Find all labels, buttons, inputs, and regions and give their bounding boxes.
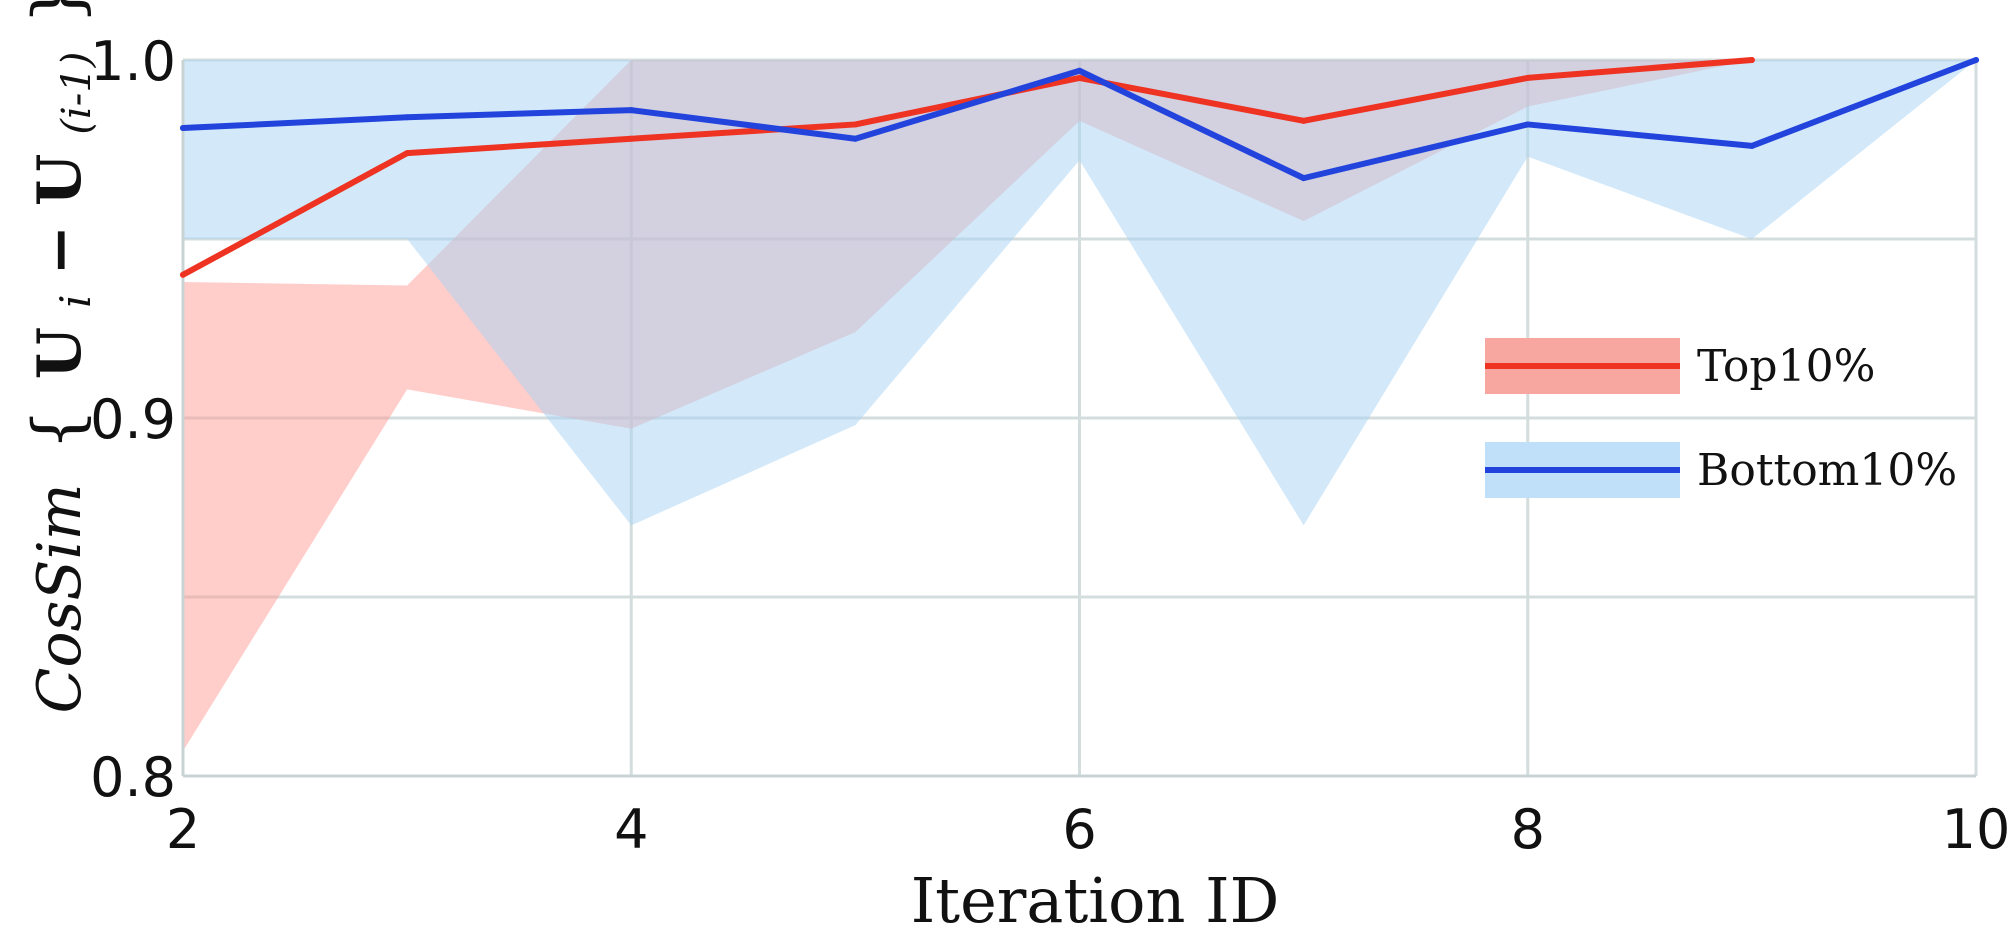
band-bottom10: [183, 60, 1976, 526]
legend-item-bottom10: Bottom10%: [1485, 442, 1957, 498]
y-axis-title: CosSim { U i − U (i-1) }: [19, 0, 105, 713]
legend-label-bottom10: Bottom10%: [1697, 445, 1957, 496]
data-point-top10: [1300, 117, 1307, 124]
data-point-bottom10: [1524, 121, 1531, 128]
y-tick-label: 0.8: [90, 746, 176, 809]
data-point-top10: [628, 135, 635, 142]
axes: [181, 60, 1976, 778]
data-point-bottom10: [1973, 57, 1979, 63]
confidence-bands: [183, 60, 1976, 751]
legend: Top10% Bottom10%: [1485, 338, 1957, 498]
y-axis-title-cos: CosSim: [25, 483, 95, 713]
legend-item-top10: Top10%: [1485, 338, 1875, 394]
data-point-bottom10: [1300, 175, 1307, 182]
y-tick-label: 0.9: [90, 388, 176, 451]
tick-labels: 2 4 6 8 10 0.8 0.9 1.0: [90, 30, 2010, 861]
x-tick-label: 8: [1511, 798, 1545, 861]
data-point-bottom10: [852, 135, 859, 142]
x-tick-label: 6: [1062, 798, 1096, 861]
svg-text:CosSim { U i: CosSim { U i − U (i-1) }: [19, 0, 105, 713]
data-point-top10: [404, 150, 411, 157]
data-point-bottom10: [404, 114, 411, 121]
series-line-top10: [180, 57, 1755, 278]
x-tick-label: 10: [1942, 798, 2011, 861]
data-point-top10: [1524, 74, 1531, 81]
x-tick-label: 2: [166, 798, 200, 861]
series-lines: [180, 57, 1979, 278]
legend-label-top10: Top10%: [1697, 341, 1875, 392]
data-point-top10: [1748, 57, 1755, 63]
data-point-bottom10: [628, 107, 635, 114]
data-point-top10: [852, 121, 859, 128]
x-axis-title: Iteration ID: [911, 864, 1280, 933]
x-tick-label: 4: [614, 798, 648, 861]
data-point-top10: [180, 271, 186, 278]
data-point-top10: [1076, 74, 1083, 81]
data-point-bottom10: [1076, 67, 1083, 74]
y-tick-label: 1.0: [90, 30, 176, 93]
data-point-bottom10: [1748, 142, 1755, 149]
data-point-bottom10: [180, 125, 186, 132]
